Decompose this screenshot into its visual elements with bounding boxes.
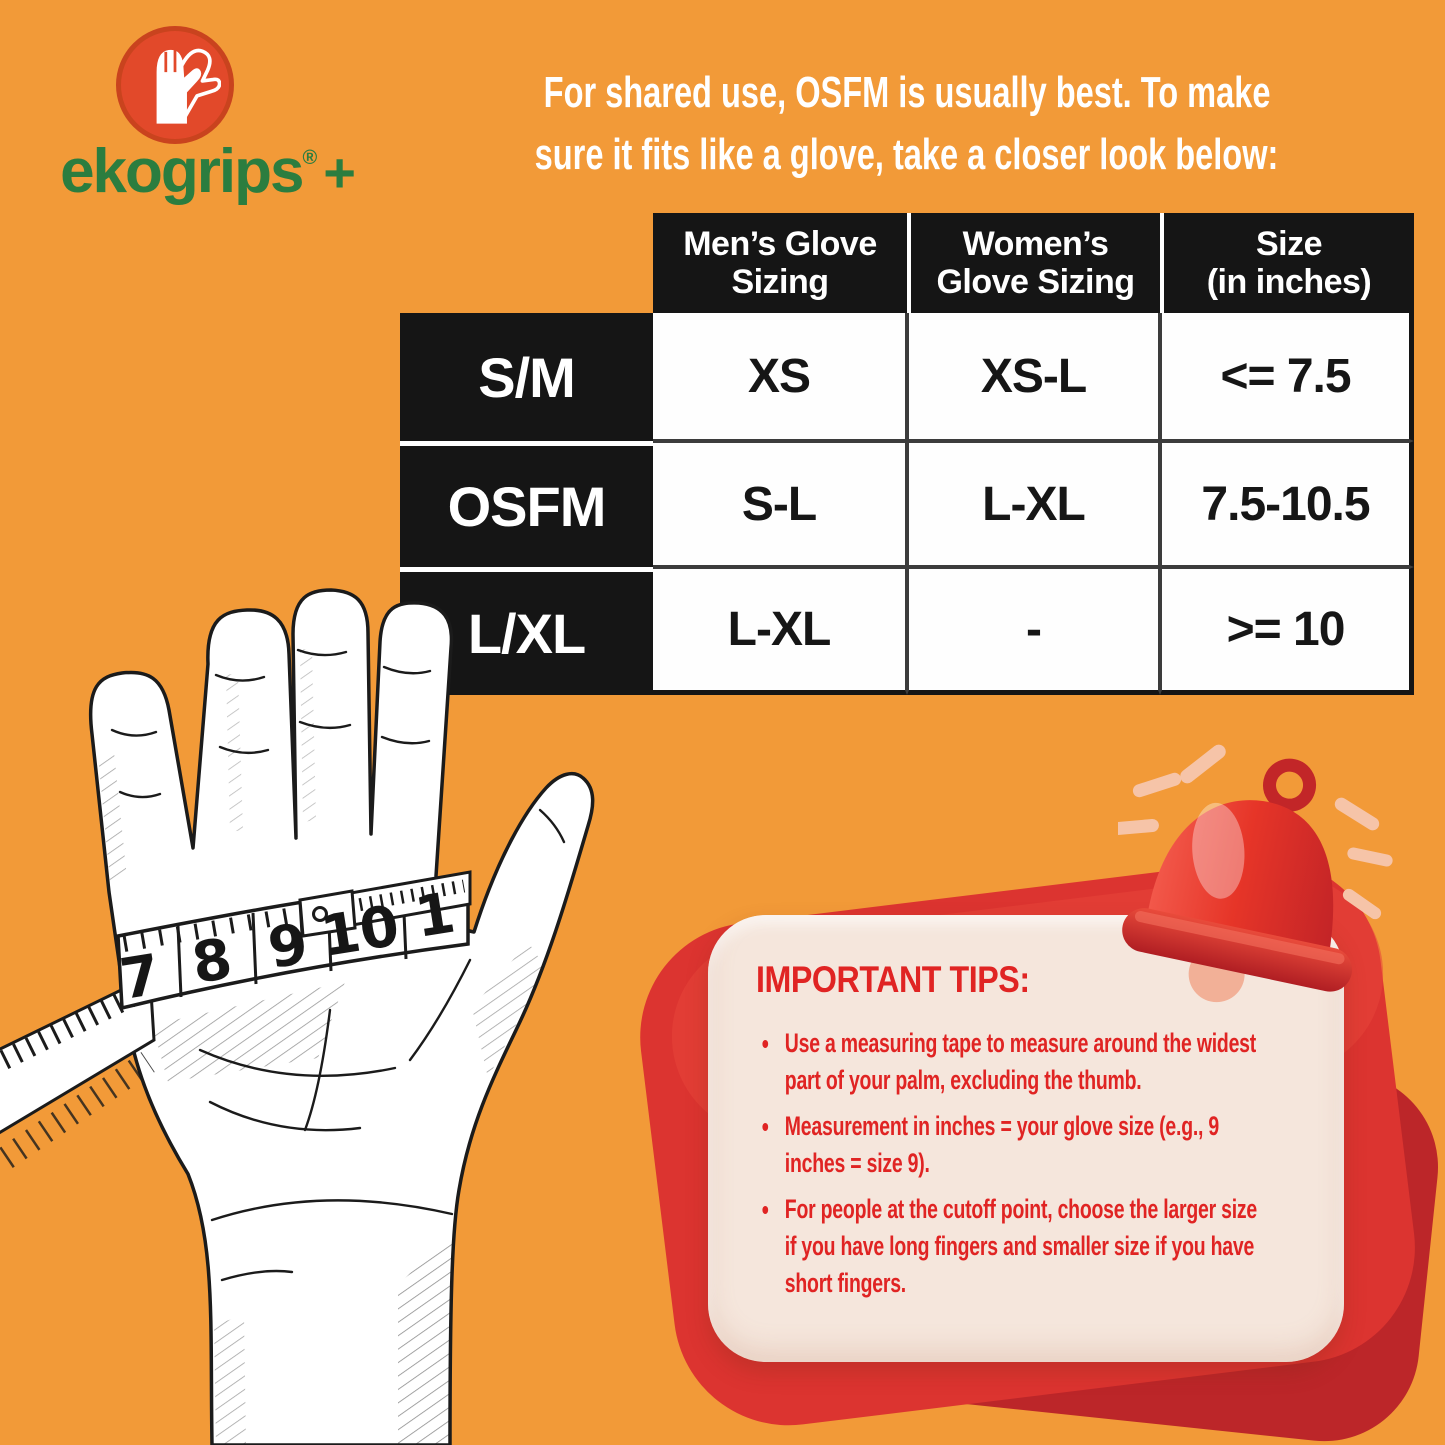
tips-list: Use a measuring tape to measure around t… <box>756 1025 1260 1302</box>
hand-hatching <box>98 648 546 1445</box>
bell-dome <box>1147 800 1334 958</box>
tape-rivet <box>312 906 328 922</box>
alert-bell-icon <box>1118 744 1393 1003</box>
bell-handle-ring <box>1263 758 1317 812</box>
row-label-sm: S/M <box>400 313 653 441</box>
tip-item-measure-tape: Use a measuring tape to measure around t… <box>756 1025 1260 1099</box>
row-label-osfm: OSFM <box>400 441 653 567</box>
tip-item-inches-equals-size: Measurement in inches = your glove size … <box>756 1108 1260 1182</box>
hand-creases <box>110 648 566 1282</box>
tip-item-cutoff-point: For people at the cutoff point, choose t… <box>756 1191 1260 1302</box>
bell-ring-dashes <box>1118 744 1393 920</box>
tips-title: IMPORTANT TIPS: <box>756 959 1030 1000</box>
brand-logo: ekogrips® + <box>0 0 400 230</box>
cell-osfm-inches: 7.5-10.5 <box>1160 441 1414 567</box>
cell-lxl-mens: L-XL <box>653 567 907 695</box>
glove-logo-badge <box>116 26 234 144</box>
brand-plus: + <box>323 141 356 204</box>
gloves-icon <box>156 48 221 124</box>
page-title-line2: sure it fits like a glove, take a closer… <box>535 130 1279 179</box>
hand-measurement-illustration: 7 8 9 10 1 <box>0 588 595 1445</box>
cell-sm-inches: <= 7.5 <box>1160 313 1414 441</box>
brand-name-text: ekogrips <box>60 137 304 206</box>
page-title: For shared use, OSFM is usually best. To… <box>372 62 1442 186</box>
tape-number-10: 10 <box>317 894 404 970</box>
cell-lxl-womens: - <box>907 567 1160 695</box>
cell-osfm-mens: S-L <box>653 441 907 567</box>
measuring-tape-band: 7 8 9 10 1 <box>116 870 472 1013</box>
cell-sm-mens: XS <box>653 313 907 441</box>
col-header-womens: Women’s Glove Sizing <box>907 213 1160 313</box>
col-header-size-inches: Size (in inches) <box>1160 213 1414 313</box>
registered-mark: ® <box>302 147 318 169</box>
cell-sm-womens: XS-L <box>907 313 1160 441</box>
brand-name: ekogrips® + <box>18 136 396 207</box>
table-corner-spacer <box>400 213 653 313</box>
cell-osfm-womens: L-XL <box>907 441 1160 567</box>
col-header-mens: Men’s Glove Sizing <box>653 213 907 313</box>
glove-sizing-table: Men’s Glove Sizing Women’s Glove Sizing … <box>400 213 1414 695</box>
cell-lxl-inches: >= 10 <box>1160 567 1414 695</box>
page-title-line1: For shared use, OSFM is usually best. To… <box>543 68 1271 117</box>
